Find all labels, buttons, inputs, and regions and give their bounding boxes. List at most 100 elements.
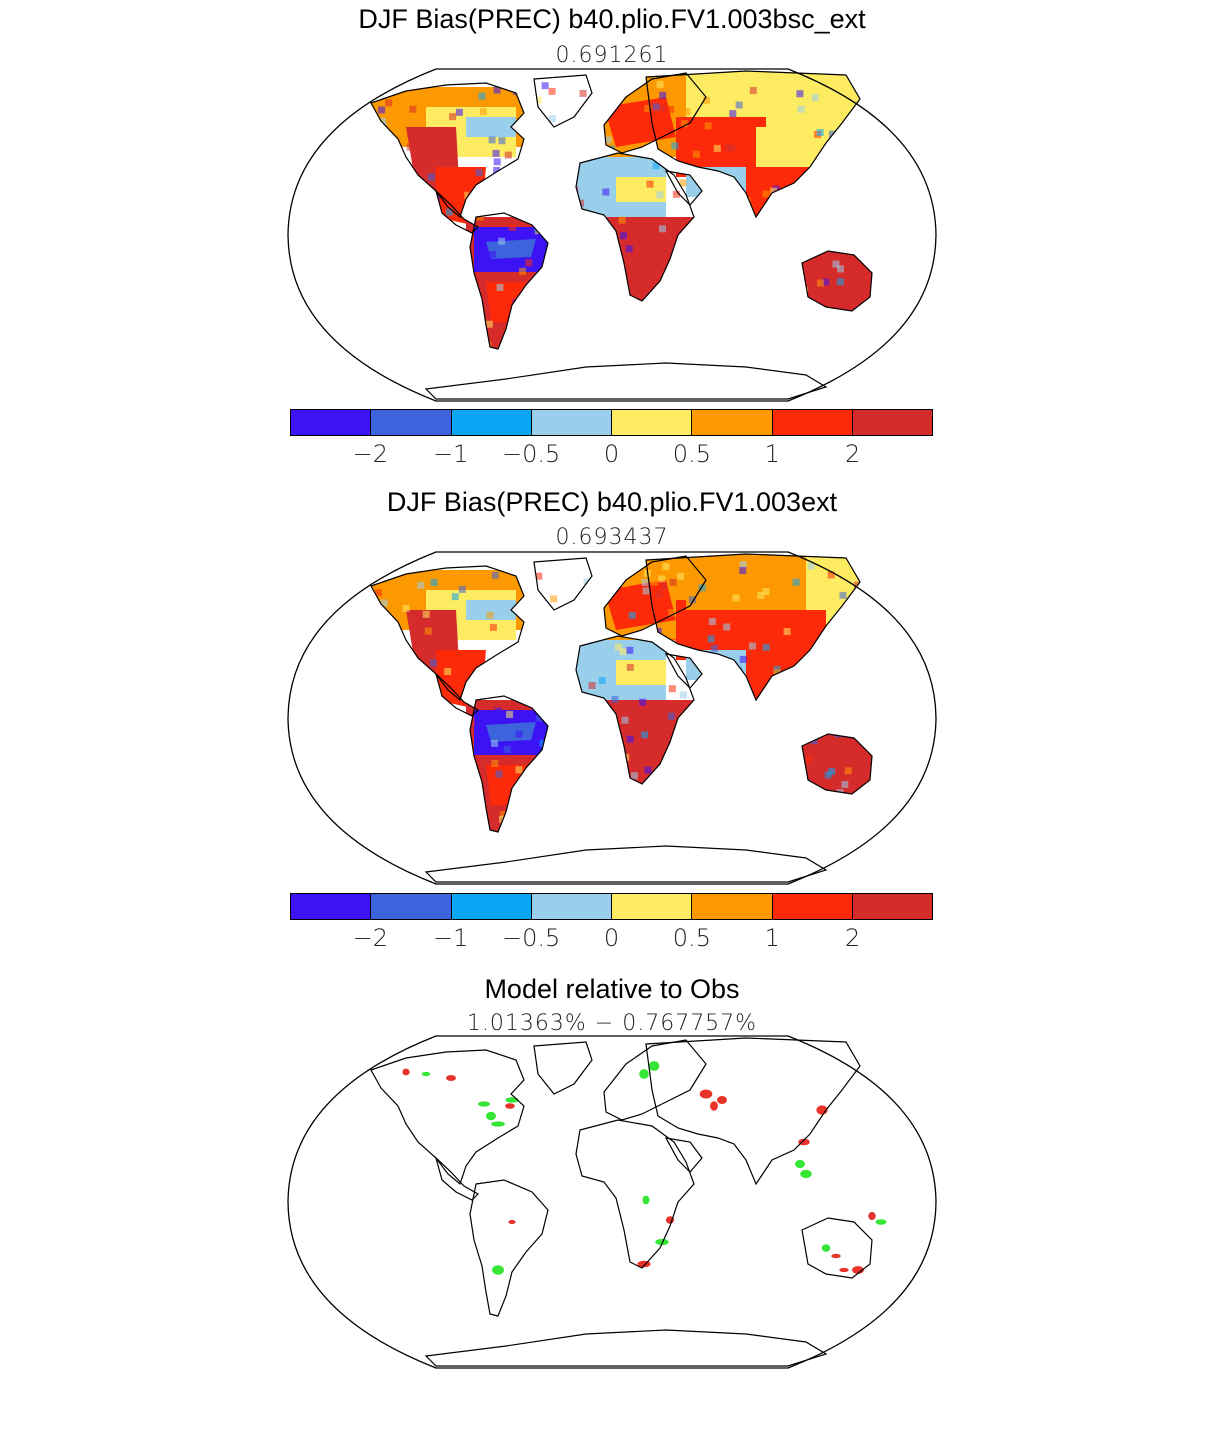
grid-cell — [811, 587, 818, 595]
grid-cell — [611, 695, 619, 703]
grid-cell — [792, 578, 800, 586]
grid-cell — [479, 108, 487, 116]
map-background — [288, 1036, 936, 1368]
grid-cell — [626, 646, 634, 654]
red-marker — [852, 1266, 864, 1274]
grid-cell — [646, 180, 654, 188]
europe-coastline — [603, 72, 707, 154]
grid-cell — [427, 173, 435, 181]
grid-cell — [797, 105, 805, 113]
colorbar-tick-label: 1 — [764, 440, 780, 468]
red-marker — [868, 1211, 876, 1221]
colorbar-tick-label: 0 — [603, 924, 620, 952]
grid-cell — [312, 327, 319, 334]
colorbar-swatch — [852, 410, 932, 435]
grid-cell — [806, 755, 814, 763]
grid-cell — [424, 627, 432, 635]
panel-1-bias-map — [287, 68, 937, 402]
grid-cell — [660, 582, 668, 590]
colorbar-swatch — [612, 410, 693, 435]
colorbar-swatch — [451, 894, 532, 919]
south-america-coastline — [469, 695, 549, 833]
grid-cell — [669, 578, 677, 586]
colorbar-swatch — [531, 894, 612, 919]
colorbar-tick-label: 2 — [844, 924, 861, 952]
grid-cell — [317, 118, 324, 125]
arabia-coastline — [664, 1137, 703, 1173]
panel-2-value: 0.693437 — [555, 525, 669, 550]
grid-cell — [827, 571, 835, 579]
grid-cell — [894, 560, 901, 567]
arabia-coastline — [664, 170, 703, 206]
grid-cell — [708, 618, 716, 625]
grid-cell — [535, 572, 543, 580]
grid-cell — [358, 98, 365, 105]
grid-cell — [319, 110, 326, 117]
grid-cell — [844, 767, 852, 775]
green-marker — [505, 1097, 519, 1103]
asia-coastline — [645, 70, 861, 219]
grid-cell — [478, 92, 486, 100]
grid-cell — [492, 149, 500, 157]
grid-cell — [639, 698, 647, 706]
grid-cell — [893, 584, 900, 591]
grid-cell — [318, 814, 325, 821]
grid-cell — [735, 101, 743, 109]
grid-cell — [749, 87, 757, 95]
grid-cell — [536, 714, 544, 722]
grid-cell — [679, 691, 687, 699]
grid-cell — [626, 735, 634, 743]
grid-cell — [442, 658, 450, 666]
grid-cell — [506, 710, 514, 718]
grid-cell — [485, 320, 493, 328]
grid-cell — [409, 105, 417, 113]
grid-cell — [677, 572, 685, 580]
grid-cell — [762, 190, 770, 198]
grid-cell — [578, 185, 585, 192]
grid-cell — [385, 99, 393, 107]
grid-cell — [711, 644, 718, 652]
grid-cell — [620, 232, 627, 240]
panel-2-bias-map — [287, 551, 937, 885]
australia-coastline — [801, 733, 873, 795]
bias-region — [486, 722, 536, 742]
grid-cell — [683, 108, 691, 116]
grid-cell — [824, 771, 832, 779]
central-america-coastline — [434, 672, 479, 717]
grid-cell — [667, 712, 675, 720]
grid-cell — [815, 579, 823, 587]
grid-cell — [692, 150, 700, 158]
grid-cell — [839, 591, 847, 599]
central-america-coastline — [434, 189, 479, 234]
green-marker — [639, 1069, 649, 1079]
grid-cell — [890, 96, 897, 103]
grid-cell — [918, 785, 925, 792]
grid-cell — [739, 567, 747, 574]
grid-cell — [630, 772, 638, 780]
green-marker — [875, 1219, 887, 1225]
bias-region — [616, 660, 666, 685]
grid-cell — [916, 312, 923, 319]
grid-cell — [841, 781, 849, 788]
grid-cell — [679, 179, 687, 187]
grid-cell — [837, 265, 844, 273]
grid-cell — [379, 117, 386, 125]
grid-cell — [495, 770, 503, 778]
grid-cell — [380, 599, 388, 607]
grid-cell — [656, 191, 664, 199]
grid-cell — [655, 590, 663, 598]
grid-cell — [498, 237, 506, 245]
grid-cell — [732, 594, 740, 602]
grid-cell — [422, 610, 430, 618]
grid-cell — [885, 567, 892, 574]
antarctica-blank — [426, 363, 826, 399]
grid-cell — [904, 369, 911, 376]
colorbar-swatch — [371, 410, 452, 435]
antarctica-coastline — [424, 845, 828, 883]
grid-cell — [644, 766, 652, 774]
bias-region — [676, 600, 766, 660]
grid-cell — [796, 90, 804, 98]
grid-cell — [449, 113, 457, 121]
grid-cell — [733, 153, 741, 161]
grid-cell — [641, 579, 649, 586]
